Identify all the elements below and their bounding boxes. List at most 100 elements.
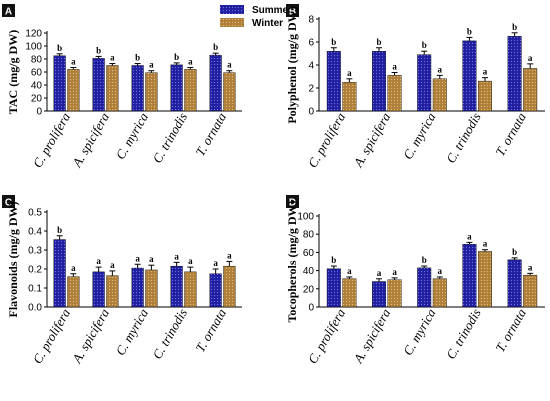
bar-winter (478, 80, 492, 112)
significance-label: a (135, 253, 140, 263)
bar-winter (67, 276, 80, 308)
y-tick-label: 60 (31, 68, 43, 79)
x-tick-label: T. ornata (192, 306, 229, 355)
bar-summer (92, 58, 105, 112)
significance-label: a (213, 258, 218, 268)
bar-summer (209, 54, 222, 112)
x-tick-label: C. trinodis (443, 110, 484, 166)
x-tick-label: C. trinodis (149, 306, 190, 362)
legend-label-winter: Winter (252, 18, 283, 29)
significance-label: a (227, 250, 232, 260)
x-tick-label: T. ornata (192, 110, 229, 159)
y-tick-label: 8 (308, 15, 314, 26)
bar-winter (387, 279, 402, 308)
significance-label: b (96, 45, 101, 55)
bar-summer (417, 267, 432, 308)
y-tick-label: 100 (25, 42, 42, 53)
significance-label: a (110, 53, 115, 63)
y-tick-label: 120 (25, 29, 42, 40)
bar-summer (170, 265, 183, 308)
significance-label: b (377, 37, 382, 47)
significance-label: b (467, 26, 472, 36)
significance-label: a (528, 262, 533, 272)
panel-letter-badge (2, 195, 15, 208)
bar-winter (478, 251, 492, 308)
x-tick-label: C. myrica (112, 306, 151, 358)
y-tick-label: 6 (308, 38, 314, 49)
bar-summer (507, 259, 522, 308)
y-tick-label: 40 (303, 266, 315, 277)
y-tick-label: 0.0 (28, 303, 42, 314)
significance-label: a (227, 60, 232, 70)
y-tick-label: 0.3 (28, 246, 42, 257)
significance-label: a (71, 263, 76, 273)
significance-label: b (135, 53, 140, 63)
x-tick-label: T. ornata (492, 306, 529, 355)
bar-summer (417, 54, 432, 112)
significance-label: a (188, 56, 193, 66)
significance-label: b (422, 40, 427, 50)
x-tick-label: C. myrica (400, 306, 439, 358)
bar-summer (53, 239, 66, 308)
y-tick-label: 0.2 (28, 265, 42, 276)
panel-b: B 0 2 4 6 8 Polyphenol (mg/g DW) b a C. prolifera… (285, 4, 545, 170)
y-tick-label: 0 (308, 107, 314, 118)
legend: Summer Winter (220, 5, 292, 29)
bar-summer (131, 267, 144, 308)
significance-label: a (110, 260, 115, 270)
significance-label: a (149, 60, 154, 70)
y-tick-label: 0 (308, 303, 314, 314)
panel-letter: C (5, 198, 12, 209)
bar-summer (462, 40, 477, 112)
panel-c: C 0.0 0.1 0.2 0.3 0.4 0.5 Flavonoids (mg/g DW) b… (2, 195, 242, 366)
bar-summer (326, 268, 341, 308)
significance-label: a (149, 254, 154, 264)
bar-winter (432, 78, 447, 112)
bar-winter (145, 72, 158, 112)
panel-letter: A (5, 7, 12, 18)
y-tick-label: 80 (31, 55, 43, 66)
significance-label: b (174, 52, 179, 62)
bar-winter (223, 265, 236, 308)
bar-winter (342, 278, 357, 308)
significance-label: a (377, 268, 382, 278)
y-tick-label: 2 (308, 84, 314, 95)
significance-label: a (347, 68, 352, 78)
bar-summer (53, 55, 66, 112)
panel-letter-badge (286, 195, 299, 208)
bar-winter (342, 82, 357, 112)
y-tick-label: 80 (303, 230, 315, 241)
significance-label: a (467, 231, 472, 241)
significance-label: b (422, 255, 427, 265)
y-tick-label: 20 (31, 94, 43, 105)
bar-summer (170, 64, 183, 112)
bar-summer (92, 271, 105, 308)
y-tick-label: 0 (36, 107, 42, 118)
x-tick-label: C. prolifera (305, 110, 349, 171)
y-axis-title: TAC (mg/g DW) (6, 30, 20, 114)
x-tick-label: C. prolifera (30, 306, 74, 367)
significance-label: a (483, 67, 488, 77)
bar-summer (372, 281, 386, 308)
bar-summer (462, 244, 477, 308)
significance-label: a (188, 256, 193, 266)
y-tick-label: 0.4 (28, 227, 42, 238)
x-tick-label: A. spicifera (350, 110, 394, 171)
y-tick-label: 40 (31, 81, 43, 92)
significance-label: a (71, 56, 76, 66)
bar-winter (145, 269, 158, 308)
bar-winter (387, 75, 402, 112)
bar-winter (184, 271, 197, 308)
x-tick-label: C. prolifera (305, 306, 349, 367)
y-tick-label: 4 (308, 61, 314, 72)
x-tick-label: A. spicifera (69, 306, 113, 367)
bar-winter (523, 274, 538, 308)
significance-label: b (512, 22, 517, 32)
bar-winter (432, 278, 447, 308)
significance-label: b (331, 37, 336, 47)
bar-winter (523, 68, 538, 112)
significance-label: a (392, 267, 397, 277)
